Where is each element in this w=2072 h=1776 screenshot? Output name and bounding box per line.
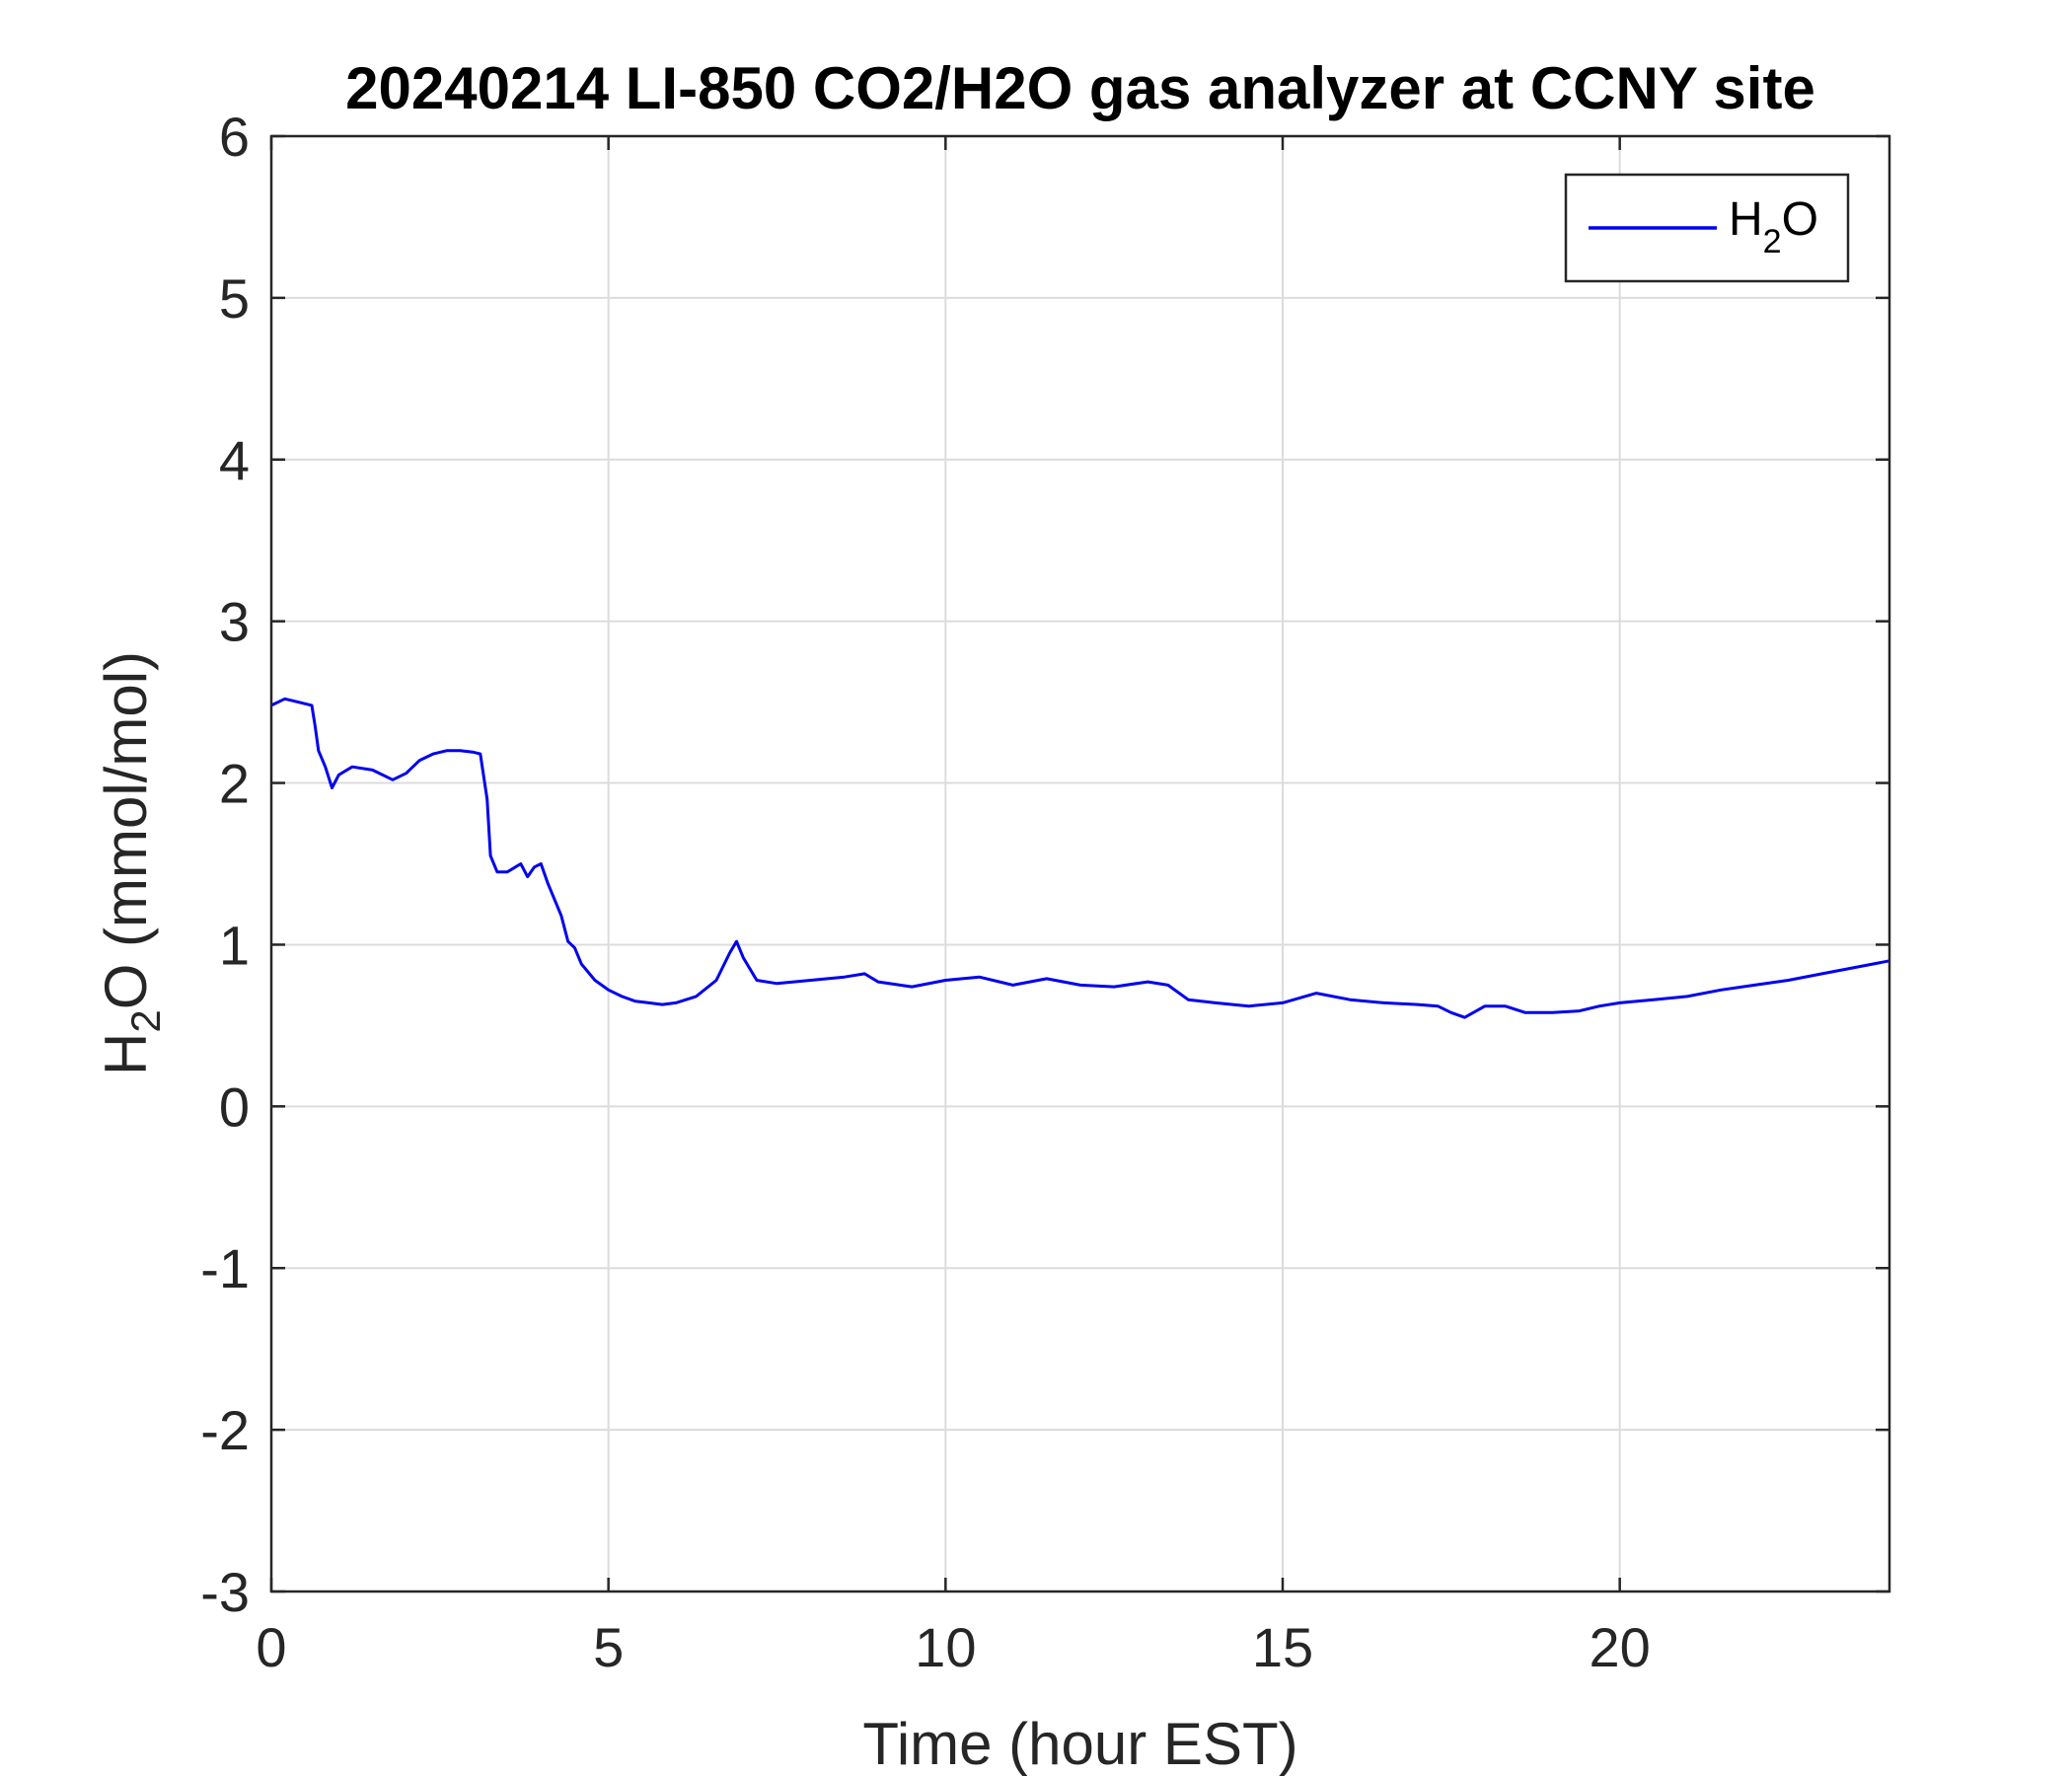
series-line-h2o (270, 697, 1890, 1019)
x-tick-label: 20 (1590, 1616, 1651, 1678)
y-tick-label: 5 (219, 267, 250, 330)
x-tick-label: 10 (915, 1616, 976, 1678)
grid (271, 136, 1889, 1591)
y-tick-label: 4 (219, 429, 250, 491)
legend: H2O (1564, 173, 1850, 283)
y-tick-label: 2 (219, 753, 250, 815)
y-tick-label: -3 (200, 1561, 250, 1623)
chart-title: 20240214 LI-850 CO2/H2O gas analyzer at … (345, 55, 1815, 121)
x-axis-label: Time (hour EST) (862, 1711, 1297, 1776)
y-tick-label: -2 (200, 1399, 250, 1461)
y-axis-label-suffix: O (mmol/mol) (93, 651, 159, 1009)
x-tick-label: 15 (1252, 1616, 1313, 1678)
y-tick-label: 6 (219, 106, 250, 168)
legend-label-prefix: H (1729, 193, 1763, 246)
y-axis-label-prefix: H (93, 1033, 159, 1075)
x-tick-labels: 0 5 10 15 20 (256, 1616, 1650, 1678)
legend-label-h2o: H2O (1729, 193, 1818, 260)
plot-frame (269, 134, 1891, 1593)
series-layer (270, 697, 1890, 1019)
legend-label-suffix: O (1782, 193, 1818, 246)
y-axis-label: H2O (mmol/mol) (93, 651, 169, 1075)
y-tick-labels: -3 -2 -1 0 1 2 3 4 5 6 (200, 106, 250, 1623)
y-axis-label-subscript: 2 (122, 1009, 169, 1032)
x-tick-label: 0 (256, 1616, 286, 1678)
legend-label-subscript: 2 (1763, 223, 1782, 260)
y-tick-label: 3 (219, 591, 250, 653)
axis-ticks (269, 134, 1889, 1593)
x-tick-label: 5 (593, 1616, 624, 1678)
y-tick-label: 0 (219, 1075, 250, 1138)
y-tick-label: 1 (219, 914, 250, 976)
y-tick-label: -1 (200, 1237, 250, 1299)
